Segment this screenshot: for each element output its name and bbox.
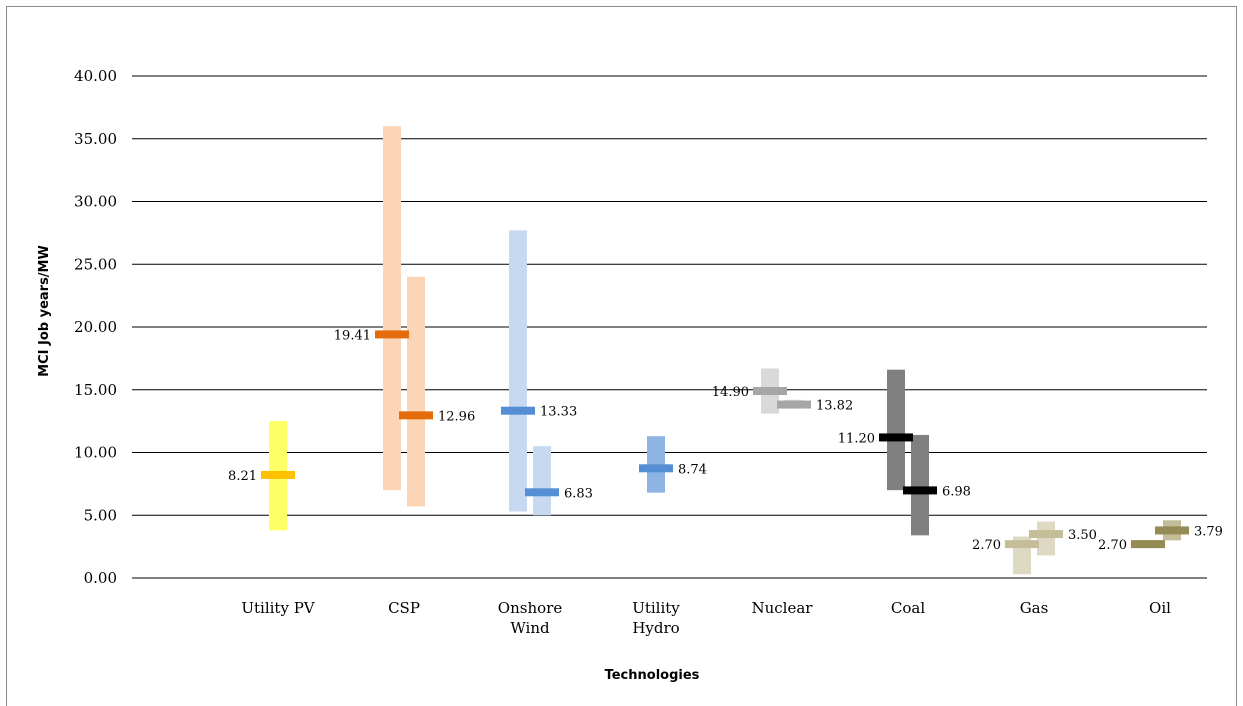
- range-bar: [383, 126, 401, 491]
- median-marker: [525, 488, 559, 497]
- x-tick-label: Onshore Wind: [498, 599, 563, 637]
- x-tick-label: Utility PV: [241, 599, 315, 617]
- y-tick-label: 35.00: [74, 130, 117, 148]
- data-label: 3.50: [1068, 528, 1097, 543]
- x-tick-label: Gas: [1020, 599, 1049, 617]
- median-marker: [1155, 526, 1189, 535]
- gridlines: [132, 75, 1207, 579]
- median-marker: [261, 470, 295, 479]
- data-label: 13.33: [540, 405, 577, 420]
- x-tick-labels: Utility PV CSP Onshore Wind Utility Hydro Nucl…: [241, 599, 1171, 637]
- y-tick-label: 30.00: [74, 193, 117, 211]
- data-label: 8.74: [678, 462, 707, 477]
- data-label: 14.90: [712, 385, 749, 400]
- y-tick-label: 15.00: [74, 381, 117, 399]
- range-bars: [269, 126, 1181, 575]
- median-marker: [1131, 540, 1165, 549]
- data-label: 6.83: [564, 486, 593, 501]
- y-tick-label: 40.00: [74, 67, 117, 85]
- data-label: 6.98: [942, 484, 971, 499]
- x-tick-label: Coal: [891, 599, 925, 617]
- median-markers: [261, 330, 1189, 549]
- x-tick-label: Oil: [1149, 599, 1171, 617]
- median-marker: [777, 400, 811, 409]
- median-marker: [639, 464, 673, 473]
- data-labels: 8.21 19.41 12.96 13.33 6.83 8.74 14.90 13.82 11.…: [228, 328, 1223, 553]
- data-label: 13.82: [816, 399, 853, 414]
- median-marker: [879, 433, 913, 442]
- median-marker: [1005, 540, 1039, 549]
- range-bar: [911, 434, 929, 536]
- y-tick-label: 10.00: [74, 444, 117, 462]
- range-bar: [509, 230, 527, 512]
- x-tick-label: Utility Hydro: [632, 599, 680, 637]
- x-axis-title: Technologies: [605, 668, 700, 683]
- y-tick-label: 25.00: [74, 255, 117, 273]
- data-label: 12.96: [438, 409, 475, 424]
- y-tick-label: 20.00: [74, 318, 117, 336]
- median-marker: [753, 387, 787, 396]
- data-label: 19.41: [334, 328, 371, 343]
- range-bar: [407, 276, 425, 507]
- y-axis-title: MCI Job years/MW: [37, 245, 52, 377]
- chart-frame: [6, 6, 1237, 706]
- median-marker: [399, 411, 433, 420]
- range-bar: [1037, 521, 1055, 556]
- data-label: 2.70: [972, 538, 1001, 553]
- x-tick-label: CSP: [388, 599, 420, 617]
- data-label: 2.70: [1098, 538, 1127, 553]
- x-tick-label: Nuclear: [752, 599, 814, 617]
- range-bar: [887, 369, 905, 491]
- y-tick-label: 0.00: [84, 569, 117, 587]
- median-marker: [903, 486, 937, 495]
- median-marker: [1029, 530, 1063, 539]
- median-marker: [375, 330, 409, 339]
- median-marker: [501, 406, 535, 415]
- y-tick-label: 5.00: [84, 506, 117, 524]
- range-bar: [533, 446, 551, 516]
- y-tick-labels: 0.00 5.00 10.00 15.00 20.00 25.00 30.00 35.00 40…: [74, 67, 117, 587]
- data-label: 8.21: [228, 469, 257, 484]
- data-label: 11.20: [838, 431, 875, 446]
- data-label: 3.79: [1194, 524, 1223, 539]
